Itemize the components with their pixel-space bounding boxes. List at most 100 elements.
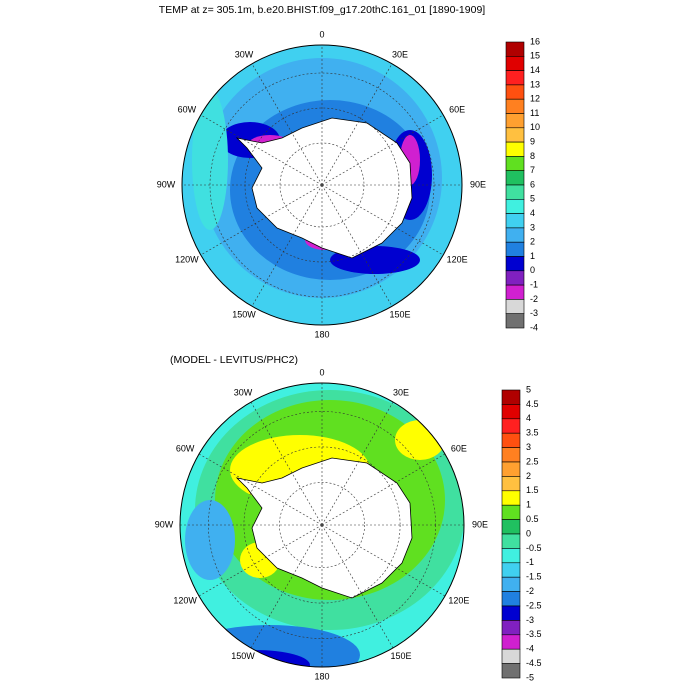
meridian	[321, 184, 393, 307]
colorbar-label: 1	[526, 500, 531, 510]
longitude-label: 120W	[175, 254, 199, 264]
colorbar-label: -3.5	[526, 629, 542, 639]
colorbar-box	[505, 170, 525, 186]
colorbar-box	[505, 84, 525, 100]
colorbar-label: -2.5	[526, 600, 542, 610]
colorbar-label: 6	[530, 179, 535, 189]
longitude-label: 90W	[157, 179, 176, 189]
colorbar-box	[501, 576, 521, 592]
map-border	[181, 44, 463, 326]
colorbar-label: -2	[526, 586, 534, 596]
longitude-label: 60E	[451, 443, 467, 453]
colorbar-label: 0.5	[526, 514, 539, 524]
colorbar-label: 4.5	[526, 399, 539, 409]
colorbar-box	[505, 284, 525, 300]
colorbar-box	[501, 620, 521, 636]
continent	[235, 117, 413, 259]
longitude-label: 0	[319, 367, 324, 377]
colorbar-box	[505, 55, 525, 71]
colorbar-label: -1	[526, 557, 534, 567]
colorbar-label: 4	[526, 413, 531, 423]
longitude-label: 150E	[390, 651, 411, 661]
colorbar-label: 13	[530, 79, 540, 89]
longitude-label: 60W	[178, 104, 197, 114]
meridian	[321, 114, 444, 186]
longitude-label: 120E	[447, 254, 468, 264]
colorbar-label: 2	[526, 471, 531, 481]
colorbar-box	[501, 605, 521, 621]
colorbar-box	[501, 504, 521, 520]
map-border	[179, 382, 465, 668]
colorbar-box	[505, 141, 525, 157]
colorbar-label: -4	[530, 322, 538, 332]
longitude-label: 120E	[448, 595, 469, 605]
colorbar-box	[505, 213, 525, 229]
colorbar-label: -3	[526, 615, 534, 625]
colorbar-box	[505, 41, 525, 57]
panel-title: TEMP at z= 305.1m, b.e20.BHIST.f09_g17.2…	[159, 4, 485, 16]
longitude-label: 180	[314, 671, 329, 681]
colorbar-label: 16	[530, 36, 540, 46]
colorbar-box	[505, 270, 525, 286]
longitude-label: 30E	[392, 49, 408, 59]
longitude-label: 60W	[176, 443, 195, 453]
longitude-label: 60E	[449, 104, 465, 114]
colorbar-box	[501, 548, 521, 564]
colorbar-label: 1	[530, 251, 535, 261]
colorbar-label: 1.5	[526, 485, 539, 495]
colorbar-box	[501, 591, 521, 607]
colorbar-label: 9	[530, 136, 535, 146]
colorbar-box	[505, 199, 525, 214]
colorbar-label: 2.5	[526, 456, 539, 466]
colorbar-label: 3	[526, 442, 531, 452]
colorbar-label: 15	[530, 51, 540, 61]
colorbar-label: -1.5	[526, 572, 542, 582]
colorbar-box	[505, 70, 525, 86]
colorbar-box	[501, 389, 521, 405]
colorbar-box	[501, 490, 521, 506]
longitude-label: 150W	[231, 651, 255, 661]
colorbar-box	[505, 313, 525, 329]
latitude-circle	[243, 446, 401, 604]
meridian	[321, 63, 393, 186]
colorbar-box	[505, 184, 525, 200]
panel-title: (MODEL - LEVITUS/PHC2)	[170, 354, 298, 366]
colorbar-box	[505, 98, 525, 114]
colorbar-box	[501, 418, 521, 434]
colorbar-box	[501, 648, 521, 664]
colorbar-box	[501, 519, 521, 535]
meridian	[200, 114, 323, 186]
colorbar-box	[501, 404, 521, 420]
longitude-label: 0	[319, 29, 324, 39]
colorbar-label: 7	[530, 165, 535, 175]
colorbar-label: 0	[530, 265, 535, 275]
colorbar-label: -0.5	[526, 543, 542, 553]
colorbar-box	[501, 634, 521, 650]
colorbar-label: 11	[530, 108, 539, 118]
meridian	[251, 63, 323, 186]
colorbar-label: 0	[526, 528, 531, 538]
longitude-label: 30W	[234, 388, 253, 398]
colorbar-box	[505, 227, 525, 243]
colorbar-box	[505, 127, 525, 143]
longitude-label: 90W	[155, 519, 174, 529]
colorbar-box	[501, 432, 521, 448]
longitude-label: 90E	[472, 519, 488, 529]
colorbar-box	[505, 256, 525, 272]
meridian	[251, 184, 323, 307]
longitude-label: 180	[314, 329, 329, 339]
latitude-circle	[279, 482, 365, 568]
colorbar-label: -4	[526, 644, 534, 654]
colorbar-label: 12	[530, 94, 540, 104]
colorbar-label: 5	[526, 384, 531, 394]
colorbar-label: 3.5	[526, 428, 539, 438]
colorbar-box	[501, 461, 521, 477]
longitude-label: 30E	[393, 388, 409, 398]
colorbar-label: -2	[530, 294, 538, 304]
colorbar-label: 5	[530, 194, 535, 204]
longitude-label: 90E	[470, 179, 486, 189]
longitude-label: 30W	[235, 49, 254, 59]
colorbar-label: 4	[530, 208, 535, 218]
colorbar-label: 14	[530, 65, 540, 75]
